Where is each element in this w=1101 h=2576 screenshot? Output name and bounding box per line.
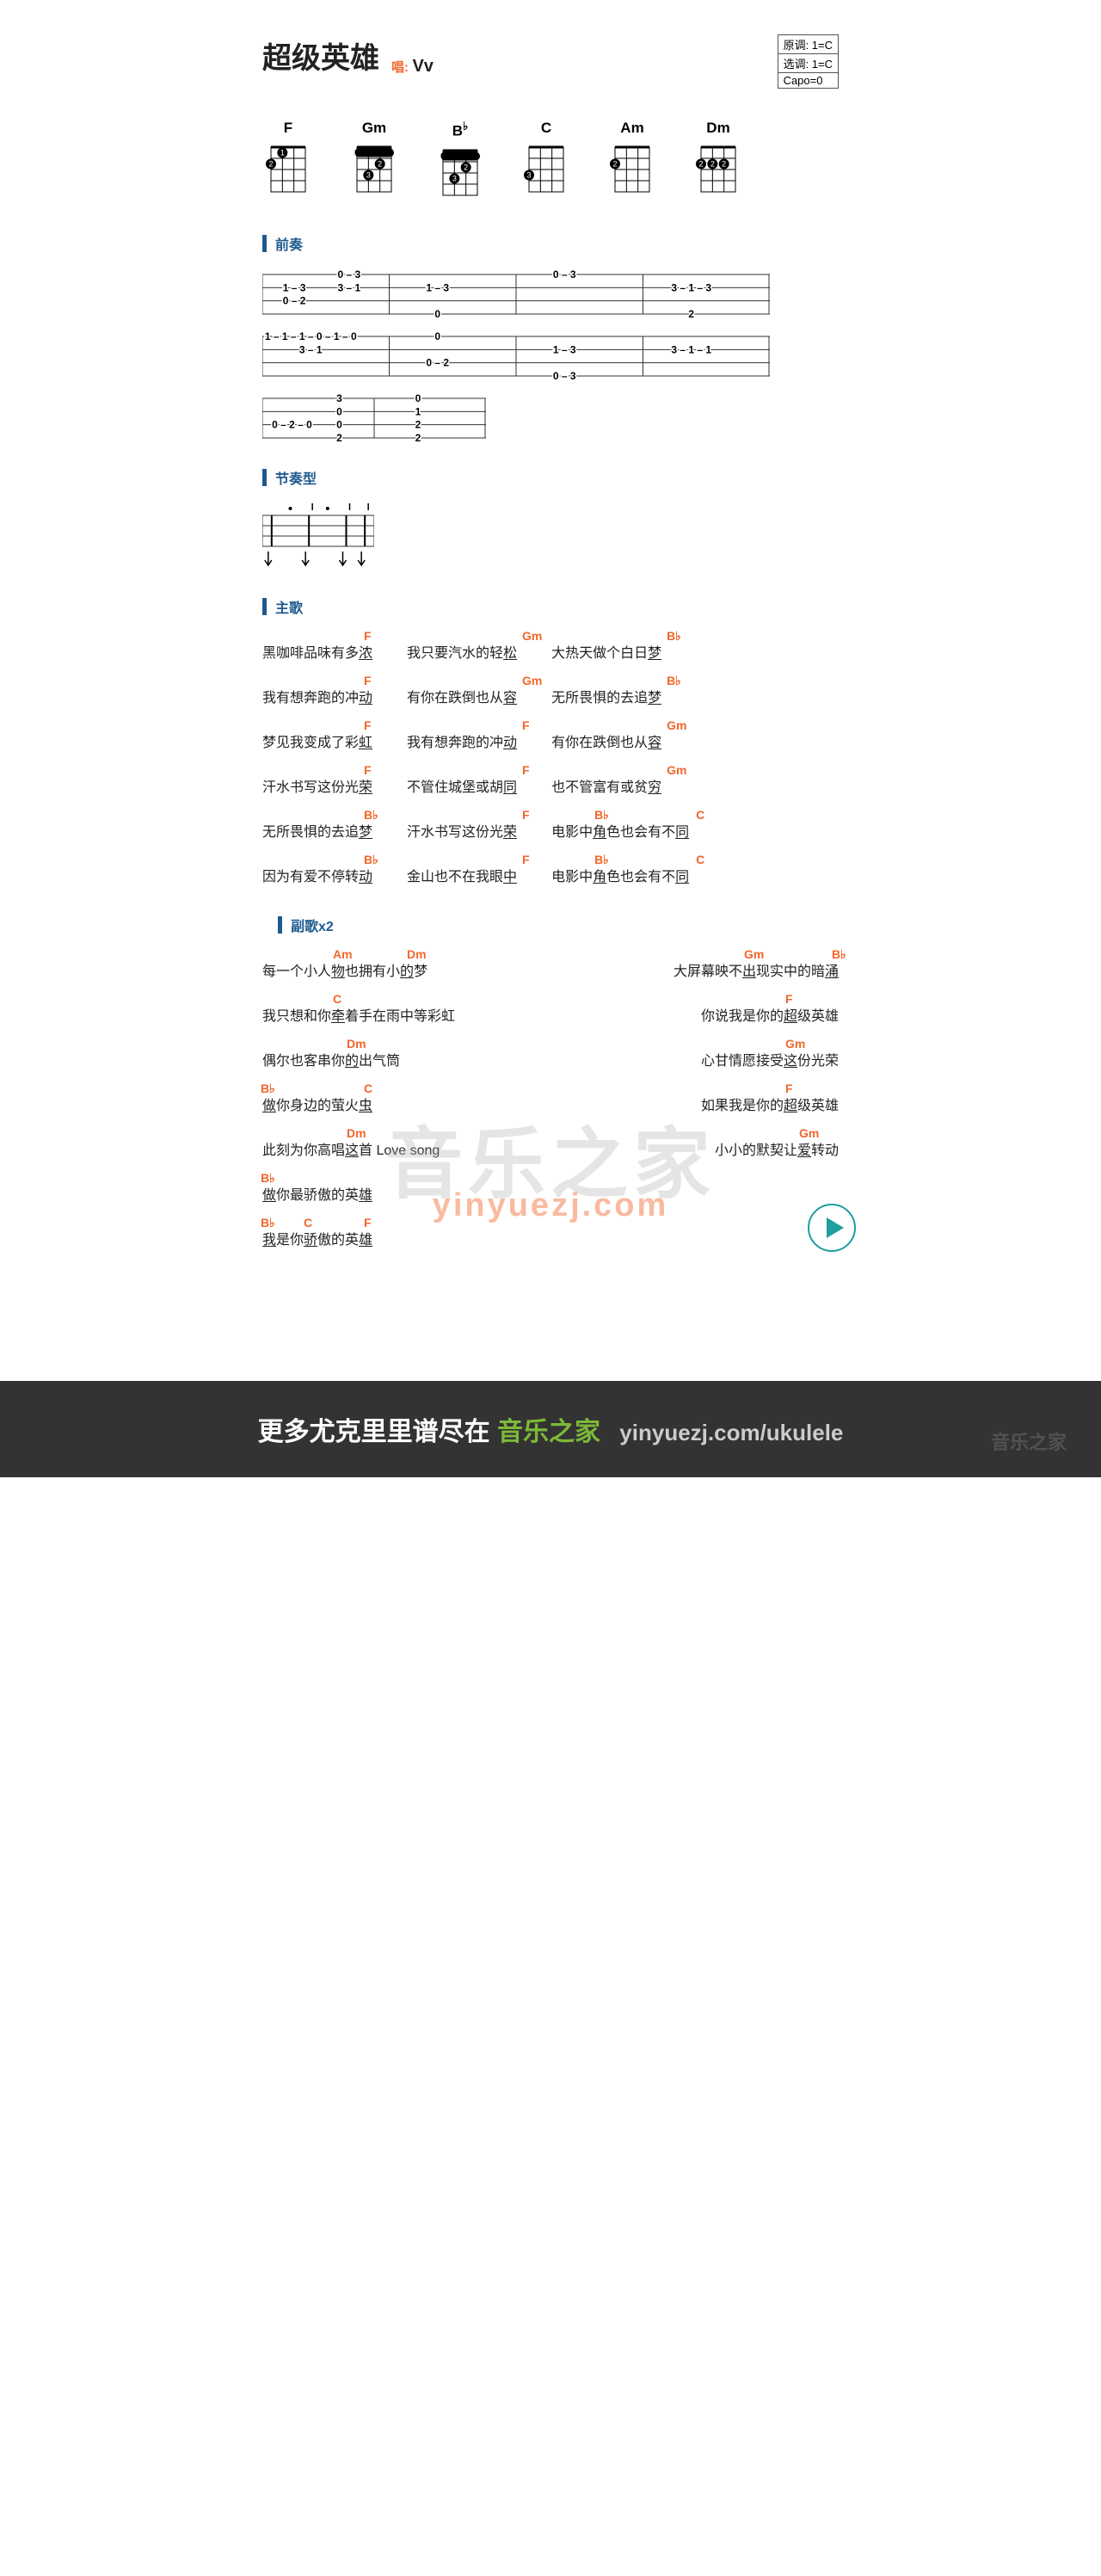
svg-text:0 – 3: 0 – 3 [338, 269, 361, 280]
svg-text:1: 1 [280, 149, 285, 157]
lyric-phrase: B♭C做你身边的萤火虫 [262, 1099, 372, 1114]
svg-text:2: 2 [612, 160, 617, 169]
chord-diagram: Gm123 [348, 120, 400, 199]
lyric-phrase: F你说我是你的超级英雄 [701, 1009, 839, 1025]
lyric-phrase: C我只想和你牵着手在雨中等彩虹 [262, 1009, 455, 1025]
lyric-phrase: Gm小小的默契让爱转动 [715, 1143, 839, 1159]
song-title: 超级英雄 [262, 34, 379, 77]
svg-text:2: 2 [688, 308, 694, 319]
chord-diagram: B♭123 [434, 120, 486, 199]
tab-line-1: 1 – 30 – 20 – 33 – 11 – 300 – 33 – 1 – 3… [262, 269, 839, 319]
selected-key: 选调: 1=C [778, 54, 838, 73]
chord-diagram: Dm222 [692, 120, 744, 199]
original-key: 原调: 1=C [778, 35, 838, 54]
footer-text-1: 更多尤克里里谱尽在 [258, 1418, 490, 1446]
lyric-phrase: Gm我只要汽水的轻松 [407, 646, 517, 662]
lyric-phrase: B♭无所畏惧的去追梦 [551, 691, 661, 706]
svg-text:0 – 2 – 0: 0 – 2 – 0 [272, 418, 312, 430]
lyric-phrase: F金山也不在我眼中 [407, 870, 517, 885]
svg-text:0 – 3: 0 – 3 [553, 269, 576, 280]
svg-text:0: 0 [336, 405, 342, 417]
svg-text:3: 3 [452, 174, 457, 182]
lyric-phrase: F汗水书写这份光荣 [407, 825, 517, 841]
lyric-phrase: F不管住城堡或胡同 [407, 780, 517, 796]
artist-name: Vv [412, 57, 433, 76]
key-info-box: 原调: 1=C 选调: 1=C Capo=0 [778, 34, 839, 89]
footer-watermark: 音乐之家 [991, 1427, 1067, 1455]
svg-text:2: 2 [415, 418, 421, 430]
svg-text:0 – 2: 0 – 2 [426, 356, 449, 368]
lyric-phrase: Gm有你在跌倒也从容 [407, 691, 517, 706]
play-button[interactable] [808, 1204, 856, 1252]
svg-text:1 – 3: 1 – 3 [283, 281, 306, 293]
lyric-phrase: AmDm每一个小人物也拥有小的梦 [262, 964, 427, 980]
svg-text:1: 1 [415, 405, 421, 417]
lyric-phrase: B♭因为有爱不停转动 [262, 870, 372, 885]
chord-diagram-row: F12Gm123B♭123C3Am2Dm222 [262, 120, 839, 199]
strum-pattern [262, 503, 839, 572]
chord-diagram: Am2 [606, 120, 658, 199]
lyric-phrase: Dm偶尔也客串你的出气筒 [262, 1054, 400, 1069]
lyric-phrase: B♭CF我是你骄傲的英雄 [262, 1233, 372, 1248]
lyric-phrase: Gm也不管富有或贫穷 [551, 780, 661, 796]
svg-text:2: 2 [415, 432, 421, 443]
svg-text:3 – 1 – 1: 3 – 1 – 1 [671, 343, 711, 355]
section-rhythm: 节奏型 [275, 472, 317, 487]
singer-label: 唱: [391, 60, 409, 75]
lyric-phrase: B♭C电影中角色也会有不同 [551, 825, 689, 841]
lyric-phrase: F梦见我变成了彩虹 [262, 736, 372, 751]
page-footer: 更多尤克里里谱尽在 音乐之家 yinyuezj.com/ukulele [0, 1381, 1101, 1477]
lyric-phrase: GmB♭大屏幕映不出现实中的暗涌 [674, 964, 839, 980]
svg-text:0: 0 [434, 308, 440, 319]
capo-info: Capo=0 [778, 73, 838, 88]
lyric-phrase: F如果我是你的超级英雄 [701, 1099, 839, 1114]
tab-line-3: 0 – 2 – 030020122 [262, 393, 839, 443]
section-verse: 主歌 [275, 601, 303, 616]
svg-text:3: 3 [526, 171, 531, 180]
section-intro: 前奏 [275, 238, 303, 253]
lyric-phrase: Gm有你在跌倒也从容 [551, 736, 661, 751]
svg-text:3: 3 [336, 393, 342, 404]
svg-text:1 – 3: 1 – 3 [553, 343, 576, 355]
chord-diagram: F12 [262, 120, 314, 199]
svg-text:3 – 1: 3 – 1 [338, 281, 361, 293]
footer-brand: 音乐之家 [497, 1418, 600, 1446]
svg-text:1 – 1 – 1 – 0 – 1 – 0: 1 – 1 – 1 – 0 – 1 – 0 [265, 331, 357, 342]
lyric-phrase: Gm心甘情愿接受这份光荣 [701, 1054, 839, 1069]
svg-text:1: 1 [352, 149, 356, 157]
svg-text:2: 2 [336, 432, 342, 443]
svg-text:2: 2 [268, 160, 273, 169]
lyric-phrase: F黑咖啡品味有多浓 [262, 646, 372, 662]
chorus-lyrics: AmDm每一个小人物也拥有小的梦 GmB♭大屏幕映不出现实中的暗涌 C我只想和你牵着… [262, 964, 839, 1248]
svg-text:0 – 3: 0 – 3 [553, 370, 576, 381]
tab-line-2: 1 – 1 – 1 – 0 – 1 – 03 – 1 0 0 – 2 1 – 3 0 –… [262, 331, 839, 381]
svg-text:1 – 3: 1 – 3 [426, 281, 449, 293]
svg-text:0: 0 [336, 418, 342, 430]
chord-diagram: C3 [520, 120, 572, 199]
lyric-phrase: Dm此刻为你高唱这首 Love song [262, 1143, 440, 1159]
section-chorus: 副歌x2 [291, 920, 334, 934]
svg-text:2: 2 [378, 160, 382, 169]
footer-url[interactable]: yinyuezj.com/ukulele [619, 1420, 843, 1445]
svg-text:2: 2 [698, 160, 703, 169]
lyric-phrase: B♭大热天做个白日梦 [551, 646, 661, 662]
svg-text:3 – 1: 3 – 1 [299, 343, 323, 355]
lyric-phrase: F我有想奔跑的冲动 [407, 736, 517, 751]
lyric-phrase: F我有想奔跑的冲动 [262, 691, 372, 706]
lyric-phrase: F汗水书写这份光荣 [262, 780, 372, 796]
svg-text:3 – 1 – 3: 3 – 1 – 3 [671, 281, 711, 293]
svg-text:2: 2 [722, 160, 726, 169]
lyric-phrase: B♭C电影中角色也会有不同 [551, 870, 689, 885]
verse-lyrics: F黑咖啡品味有多浓 Gm我只要汽水的轻松 B♭大热天做个白日梦 F我有想奔跑的冲动 Gm… [262, 646, 839, 885]
lyric-phrase: B♭做你最骄傲的英雄 [262, 1188, 372, 1204]
lyric-phrase: B♭无所畏惧的去追梦 [262, 825, 372, 841]
svg-text:3: 3 [366, 171, 371, 180]
svg-text:2: 2 [464, 163, 468, 171]
svg-text:0: 0 [415, 393, 421, 404]
svg-text:0 – 2: 0 – 2 [283, 294, 306, 306]
svg-text:0: 0 [434, 331, 440, 342]
svg-text:2: 2 [710, 160, 715, 169]
svg-text:1: 1 [438, 151, 442, 160]
